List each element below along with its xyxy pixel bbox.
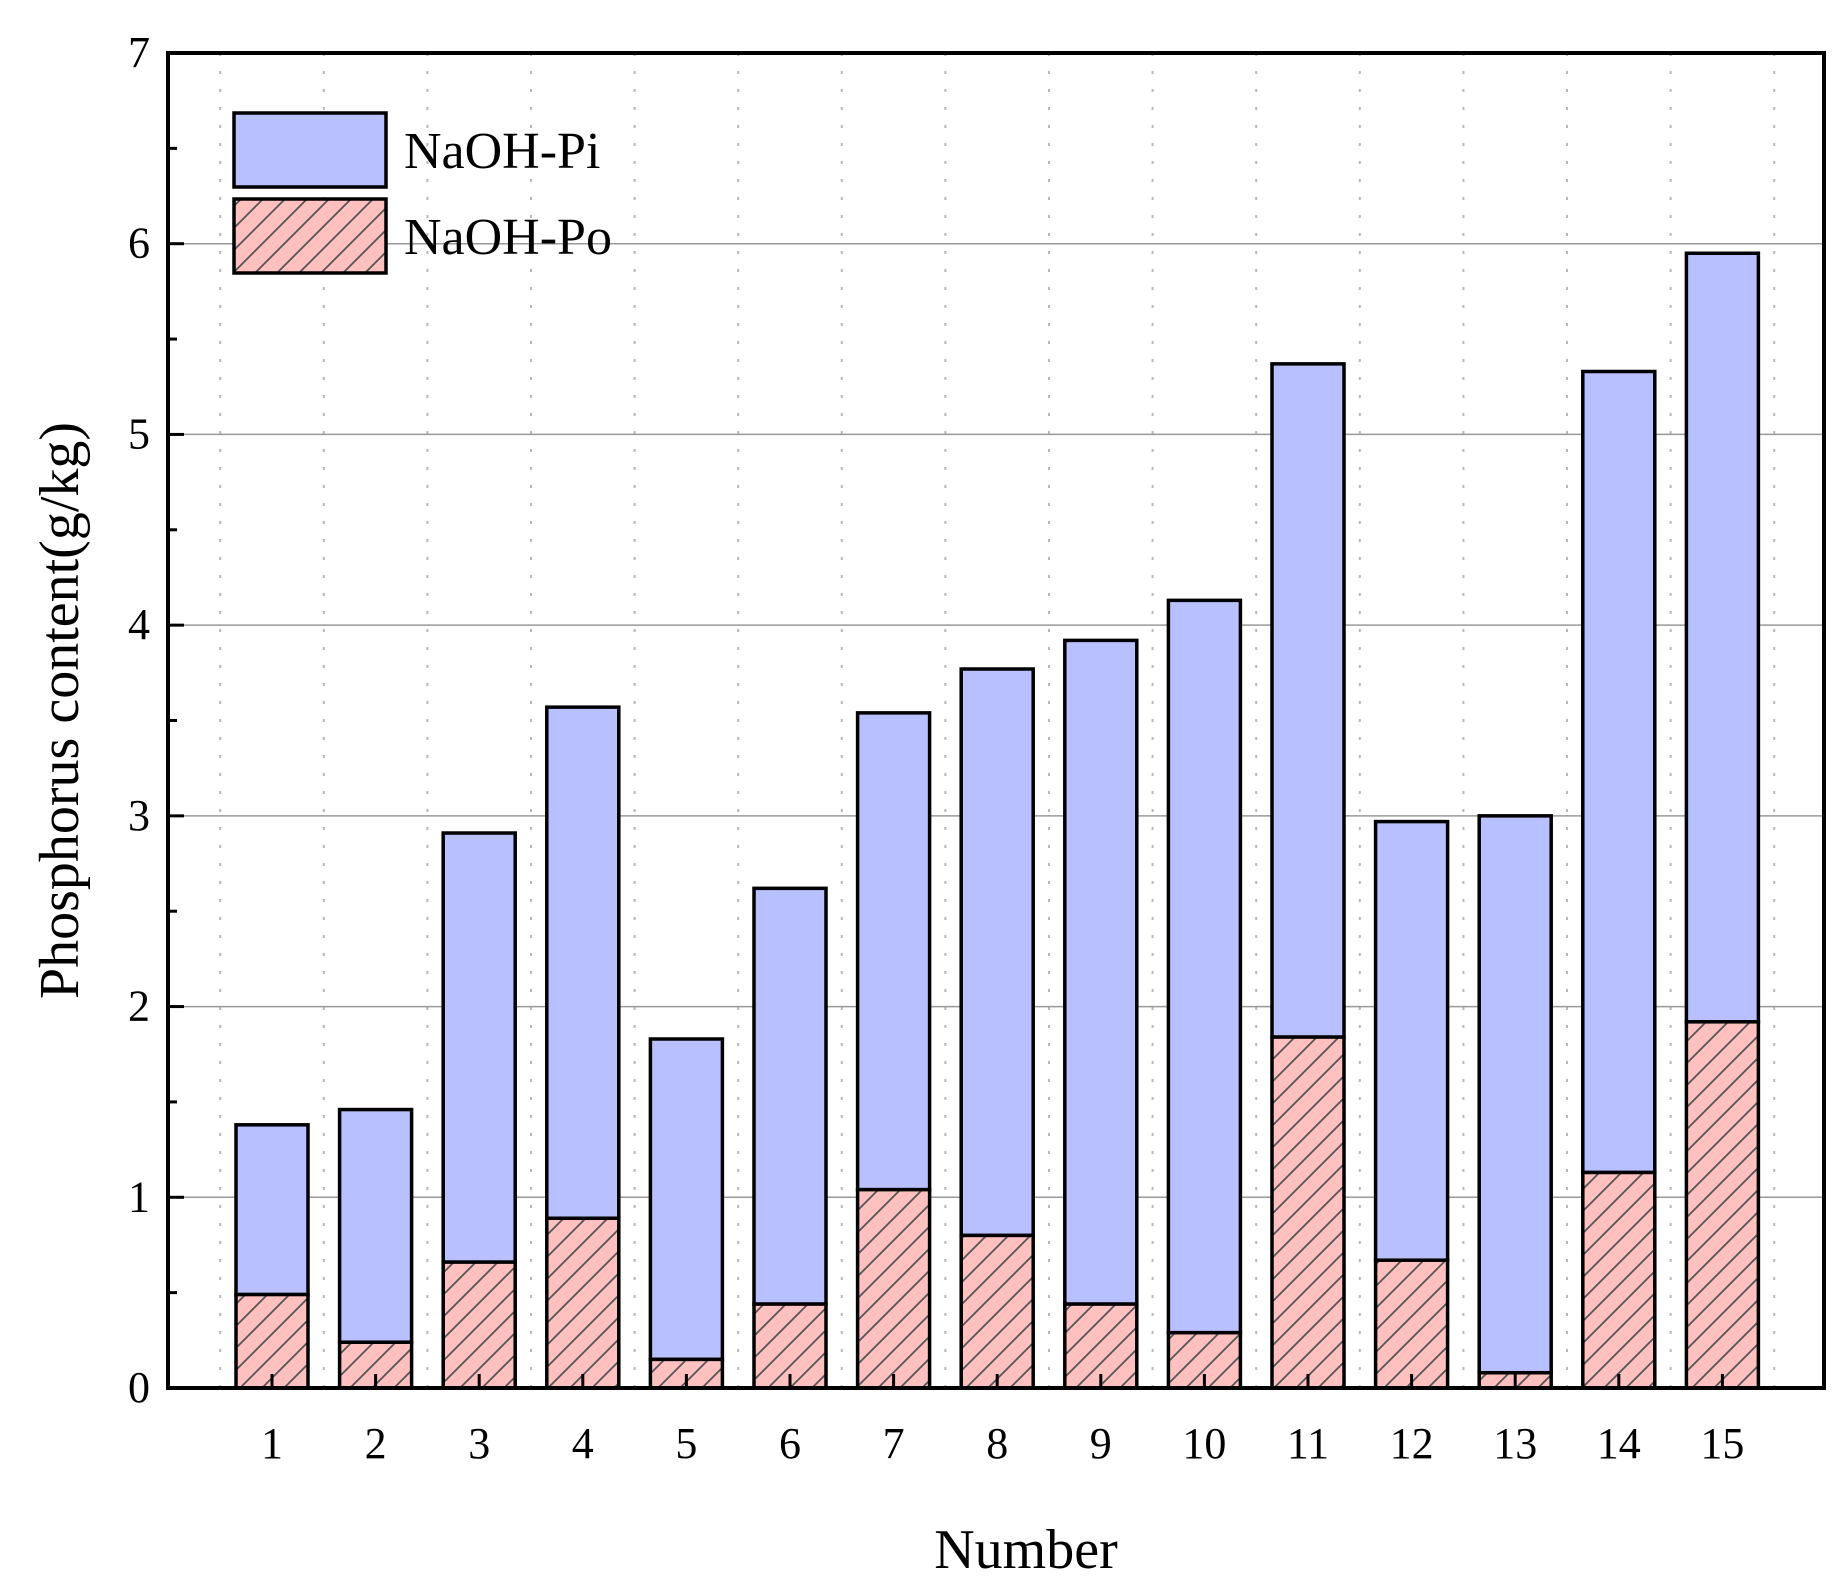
y-tick-label: 7 [128, 28, 150, 77]
bar-naoh-pi [959, 667, 1035, 1238]
y-tick-label: 1 [128, 1172, 150, 1221]
x-tick-label: 11 [1287, 1419, 1329, 1468]
legend-label-naoh-pi: NaOH-Pi [404, 123, 600, 180]
bar-naoh-po [1270, 1035, 1346, 1390]
y-tick-label: 6 [128, 219, 150, 268]
x-tick-label: 9 [1090, 1419, 1112, 1468]
bar-naoh-pi [1373, 819, 1450, 1262]
axes-layer [166, 51, 1826, 1390]
bar-naoh-po [1373, 1258, 1450, 1390]
bar-naoh-po [234, 1292, 310, 1390]
x-tick-label: 3 [468, 1419, 490, 1468]
x-tick-label: 1 [261, 1419, 283, 1468]
bar-naoh-pi [752, 886, 828, 1306]
bar-naoh-pi [1581, 369, 1657, 1175]
x-tick-label: 5 [675, 1419, 697, 1468]
bar-naoh-pi [648, 1037, 725, 1362]
bar-naoh-po [1581, 1170, 1657, 1390]
x-tick-label: 4 [572, 1419, 594, 1468]
bar-naoh-po [441, 1260, 517, 1390]
y-tick-label: 2 [128, 982, 150, 1031]
y-tick-label: 4 [128, 600, 150, 649]
x-axis-title: Number [934, 1519, 1118, 1581]
bar-naoh-pi [234, 1123, 310, 1297]
bar-naoh-po [1684, 1020, 1761, 1390]
legend: NaOH-Pi NaOH-Po [232, 111, 612, 275]
x-tick-label: 6 [779, 1419, 801, 1468]
bar-naoh-pi [1684, 251, 1761, 1024]
legend-label-naoh-po: NaOH-Po [404, 209, 612, 266]
bar-naoh-po [959, 1233, 1035, 1390]
y-tick-label: 3 [128, 791, 150, 840]
bar-naoh-pi [441, 831, 517, 1264]
bars-layer [234, 251, 1761, 1390]
bar-naoh-pi [1477, 814, 1553, 1375]
x-tick-label: 8 [986, 1419, 1008, 1468]
x-tick-label: 13 [1493, 1419, 1537, 1468]
y-tick-label: 5 [128, 409, 150, 458]
x-tick-label: 10 [1182, 1419, 1226, 1468]
bar-naoh-pi [855, 711, 932, 1192]
bar-naoh-pi [337, 1107, 414, 1344]
bar-naoh-pi [1270, 362, 1346, 1039]
bar-naoh-po [545, 1216, 621, 1390]
x-tick-label: 15 [1700, 1419, 1744, 1468]
y-tick-label: 0 [128, 1363, 150, 1412]
legend-swatch-naoh-pi [232, 111, 388, 189]
x-tick-label: 12 [1390, 1419, 1434, 1468]
bar-naoh-po [855, 1187, 932, 1390]
bar-naoh-pi [1063, 638, 1139, 1306]
legend-swatch-naoh-po [232, 197, 388, 275]
bar-naoh-pi [545, 705, 621, 1221]
x-tick-label: 14 [1597, 1419, 1641, 1468]
x-tick-label: 2 [365, 1419, 387, 1468]
bar-naoh-pi [1166, 598, 1243, 1335]
y-axis-title: Phosphorus content(g/kg) [29, 422, 91, 999]
x-tick-label: 7 [883, 1419, 905, 1468]
